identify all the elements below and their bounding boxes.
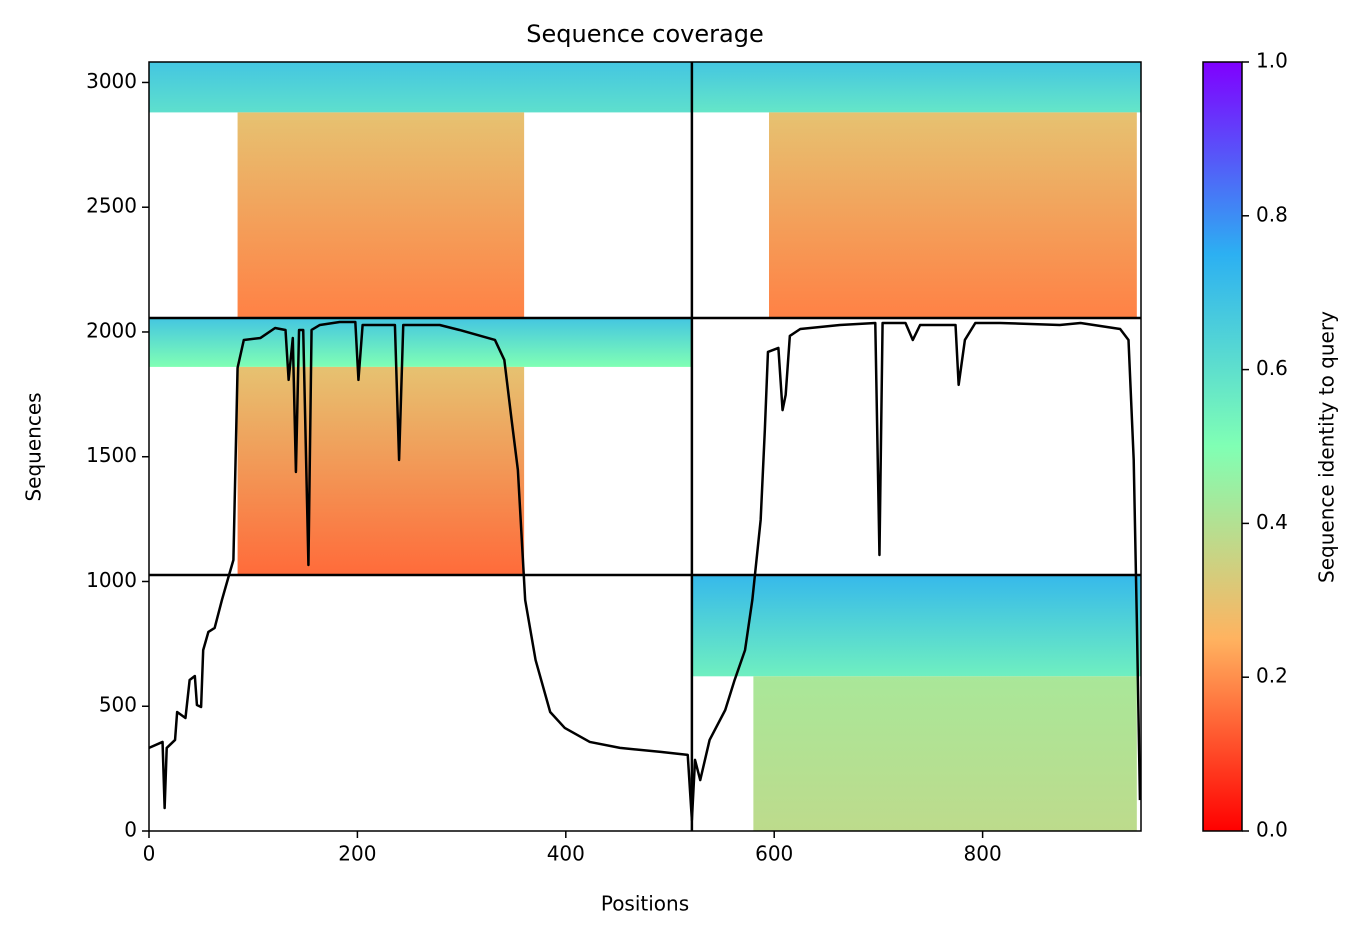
coverage-block <box>691 62 1141 113</box>
y-tick-label: 2500 <box>86 194 137 218</box>
x-axis-label: Positions <box>601 892 689 916</box>
chart-title: Sequence coverage <box>526 20 763 48</box>
coverage-block <box>769 112 1137 319</box>
y-axis-label: Sequences <box>22 392 46 501</box>
colorbar-tick-label: 0.6 <box>1256 356 1288 380</box>
y-tick-label: 1500 <box>86 443 137 467</box>
x-tick-label: 800 <box>964 842 1002 866</box>
coverage-block <box>237 366 525 575</box>
coverage-block <box>691 574 1141 677</box>
y-tick-label: 2000 <box>86 318 137 342</box>
y-tick-label: 500 <box>99 693 137 717</box>
y-tick-label: 0 <box>124 818 137 842</box>
coverage-block <box>753 676 1137 831</box>
coverage-block <box>149 62 692 113</box>
plot-frame <box>148 61 1142 832</box>
colorbar <box>1202 61 1243 832</box>
colorbar-tick-label: 0.2 <box>1256 664 1288 688</box>
x-tick-label: 200 <box>338 842 376 866</box>
x-tick-label: 400 <box>547 842 585 866</box>
coverage-block <box>237 112 525 319</box>
y-tick-label: 1000 <box>86 568 137 592</box>
colorbar-tick-label: 1.0 <box>1256 49 1288 73</box>
x-tick-label: 600 <box>755 842 793 866</box>
x-tick-label: 0 <box>143 842 156 866</box>
y-tick-label: 3000 <box>86 69 137 93</box>
coverage-line <box>148 320 1142 822</box>
colorbar-label: Sequence identity to query <box>1315 311 1339 583</box>
colorbar-tick-label: 0.8 <box>1256 202 1288 226</box>
colorbar-tick-label: 0.0 <box>1256 818 1288 842</box>
colorbar-tick-label: 0.4 <box>1256 510 1288 534</box>
